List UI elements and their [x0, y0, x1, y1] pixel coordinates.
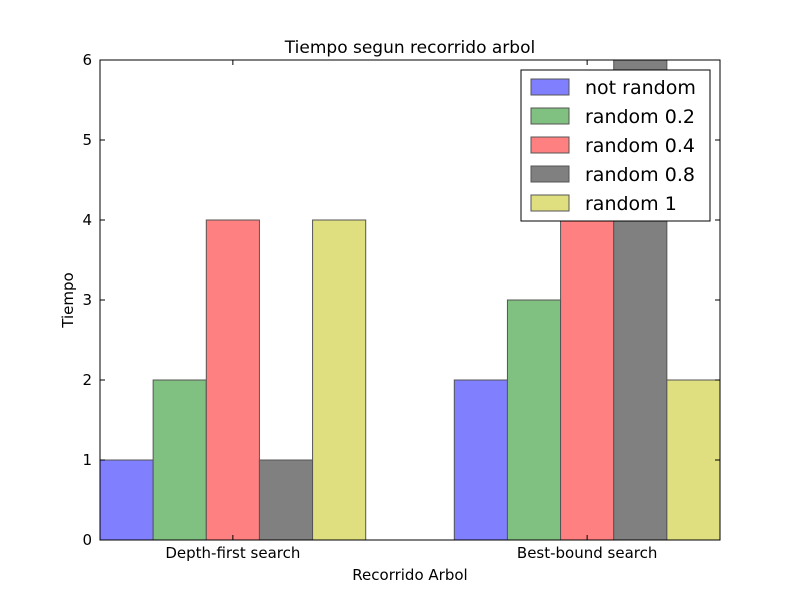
- bar-random-0-4-1: [560, 219, 615, 541]
- y-tick-label: 3: [82, 291, 92, 309]
- legend: not random random 0.2 random 0.4 random 0.8…: [520, 69, 711, 222]
- x-tick-label: Depth-first search: [165, 544, 300, 562]
- legend-label: random 0.8: [585, 164, 695, 186]
- y-tick-label: 5: [82, 131, 92, 149]
- chart-title: Tiempo segun recorrido arbol: [284, 38, 535, 58]
- y-axis-label: Tiempo: [59, 272, 77, 328]
- y-tick-label: 2: [82, 371, 92, 389]
- y-tick-label: 4: [82, 211, 92, 229]
- legend-swatch: [530, 194, 570, 212]
- bar-random-0-2-1: [506, 299, 562, 541]
- x-axis: Depth-first search Best-bound search: [165, 60, 657, 562]
- bar-random-1-0: [312, 219, 367, 541]
- y-tick-label: 1: [82, 451, 92, 469]
- legend-swatch: [530, 136, 570, 154]
- bar-random-0-2-0: [152, 379, 207, 541]
- legend-swatch: [530, 165, 570, 183]
- bar-not-random-1: [453, 379, 508, 541]
- x-tick-label: Best-bound search: [517, 544, 657, 562]
- y-tick-label: 6: [82, 51, 92, 69]
- legend-label: random 0.4: [585, 135, 695, 157]
- legend-swatch: [530, 78, 570, 96]
- legend-label: random 1: [585, 193, 677, 215]
- bar-not-random-0: [99, 459, 154, 541]
- legend-label: not random: [585, 77, 696, 99]
- y-tick-label: 0: [82, 531, 92, 549]
- x-axis-label: Recorrido Arbol: [352, 566, 467, 584]
- y-axis: 0 1 2 3 4 5 6: [82, 51, 720, 549]
- bar-random-0-8-0: [258, 459, 314, 541]
- bar-random-1-1: [666, 379, 721, 541]
- bar-random-0-4-0: [205, 219, 260, 541]
- legend-label: random 0.2: [585, 106, 695, 128]
- legend-swatch: [530, 107, 570, 125]
